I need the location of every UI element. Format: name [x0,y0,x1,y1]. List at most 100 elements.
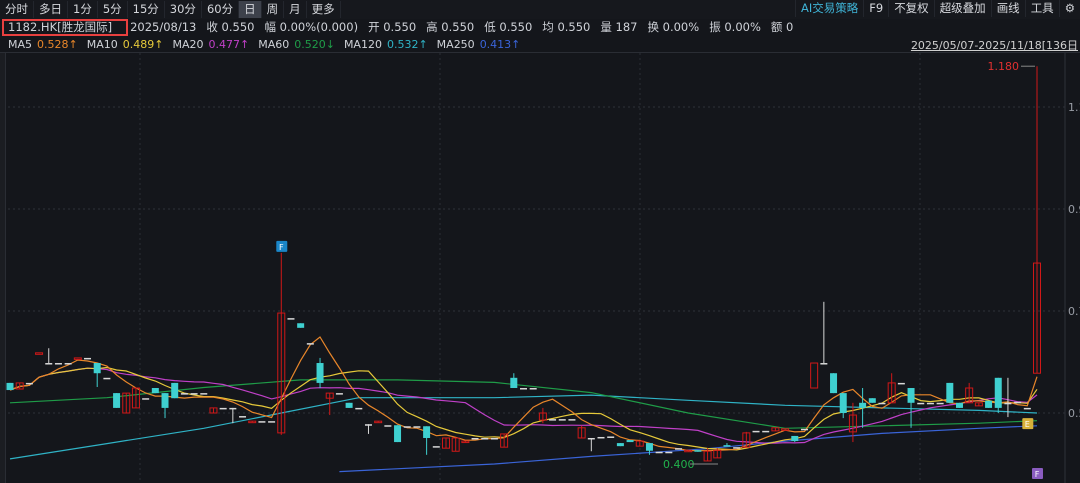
min-price-label: 0.400 [663,458,695,471]
ma-value: 0.528↑ [37,37,78,51]
tab-7[interactable]: 日 [239,1,262,18]
candle-body [1033,262,1041,374]
ma-name: MA20 [172,37,204,51]
candle-body [35,352,44,355]
y-tick-label: 0.9 [1068,203,1080,216]
candle-body [830,373,838,394]
tool-button-3[interactable]: 超级叠加 [933,0,991,17]
candle-body [451,437,460,452]
candle-body [926,402,934,405]
candle-body [510,377,518,389]
candle-body [25,382,33,385]
close-price: 收 0.550 [206,20,255,34]
candle-body [413,426,421,428]
y-tick-label: 1.1 [1068,101,1080,114]
symbol-label[interactable]: 1182.HK[胜龙国际] [2,18,129,36]
candle-body [800,428,808,431]
candle-body [587,437,595,440]
candle-body [151,388,159,394]
candle-body [848,414,857,433]
tab-3[interactable]: 5分 [98,1,128,18]
candle-body [229,407,237,410]
tool-button-4[interactable]: 画线 [990,0,1025,17]
candle-body [907,388,915,403]
tool-button-5[interactable]: 工具 [1024,0,1059,17]
avg-price: 均 0.550 [542,20,591,34]
candle-body [122,392,131,414]
candle-body [200,393,208,395]
candle-body [936,402,944,405]
ma-name: MA120 [343,37,382,51]
candle-body [345,402,353,408]
event-marker-label: F [1035,470,1040,479]
candle-body [441,437,450,449]
candle-body [423,426,431,438]
event-marker-icon [276,240,288,252]
candle-body [887,382,896,404]
gear-icon[interactable]: ⚙ [1058,0,1080,17]
candle-body [161,393,169,408]
candle-body [1023,407,1031,410]
candle-body [626,440,634,443]
divider [0,52,1080,53]
tab-2[interactable]: 1分 [68,1,98,18]
max-price-label: 1.180 [988,60,1020,73]
candle-body [248,420,257,424]
candle-body [781,428,790,431]
candle-body [645,443,653,451]
candle-body [113,393,121,408]
event-marker-icon [1022,418,1034,430]
candle-body [868,398,876,403]
tab-8[interactable]: 周 [262,1,285,18]
tab-5[interactable]: 30分 [165,1,202,18]
candle-body [297,323,305,328]
candle-body [209,407,218,414]
candle-body [258,421,266,423]
candle-body [287,318,295,320]
candle-body [742,432,751,448]
tab-1[interactable]: 多日 [34,1,68,18]
candle-body [965,387,974,404]
candle-body [93,363,101,374]
tab-4[interactable]: 15分 [128,1,165,18]
tool-button-1[interactable]: F9 [863,0,888,17]
candle-body [655,451,663,454]
candle-body [549,419,557,421]
candle-body [374,420,383,424]
tool-button-2[interactable]: 不复权 [888,0,934,17]
candle-body [597,436,605,439]
tool-button-0[interactable]: AI交易策略 [794,0,863,17]
period-toolbar: 分时 多日 1分 5分 15分 30分 60分日周月更多 [0,0,1080,19]
tab-6[interactable]: 60分 [202,1,240,18]
candle-body [665,451,673,454]
candle-body [277,312,286,434]
candle-body [771,427,780,432]
candle-body [607,436,615,438]
candle-body [752,430,760,433]
candle-body [219,407,227,410]
tab-0[interactable]: 分时 [0,1,34,18]
candle-body [675,448,683,450]
ma-line-ma60 [9,379,1038,429]
candle-body [131,387,140,409]
candle-body [432,446,440,448]
ma-name: MA250 [436,37,475,51]
date-range[interactable]: 2025/05/07-2025/11/18[136日 [910,39,1078,52]
candle-body [461,440,470,444]
candle-body [897,382,905,385]
candle-body [694,450,702,452]
candle-body [335,393,343,395]
ma-value: 0.477↑ [208,37,250,51]
tab-9[interactable]: 月 [284,1,307,18]
candle-body [820,363,828,365]
candle-body [839,393,847,413]
candle-body [45,363,53,365]
tab-10[interactable]: 更多 [307,1,341,18]
candle-body [355,407,363,410]
candle-body [791,435,799,442]
ma-name: MA10 [86,37,118,51]
candle-body [239,416,247,418]
candle-body [471,437,479,440]
candle-body [529,388,537,390]
